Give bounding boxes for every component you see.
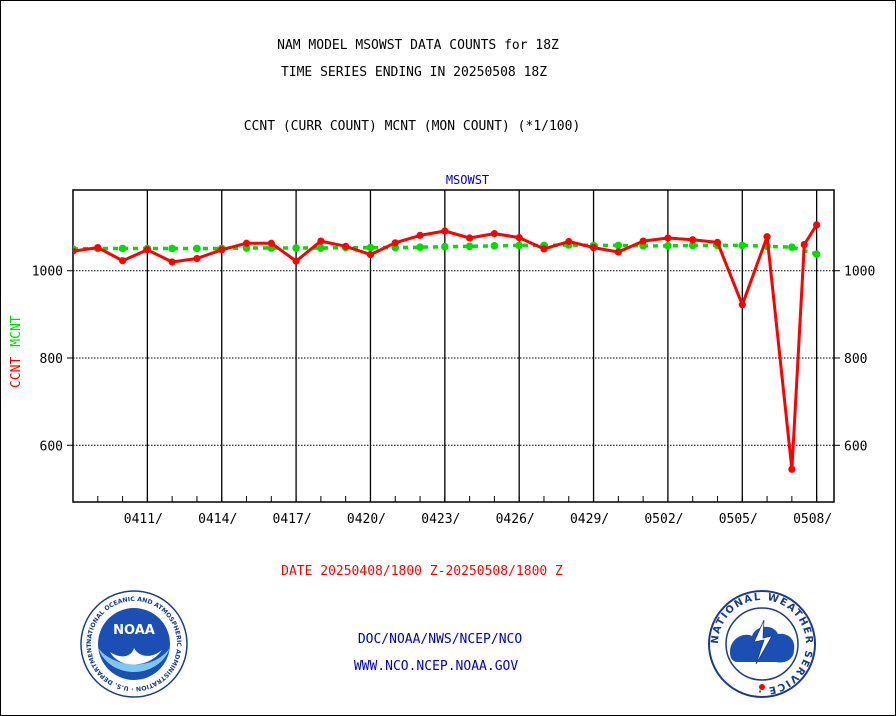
data-point-ccnt [292, 257, 300, 265]
chart-title-line2: TIME SERIES ENDING IN 20250508 18Z [280, 65, 548, 80]
data-point-mcnt [317, 244, 325, 252]
x-tick-label: 0426/ [496, 512, 535, 527]
data-point-mcnt [614, 241, 623, 250]
data-point-ccnt [689, 236, 697, 244]
series-line-ccnt [73, 224, 818, 471]
agency-link[interactable]: DOC/NOAA/NWS/NCEP/NCO [357, 632, 523, 647]
data-point-ccnt [589, 244, 598, 252]
data-point-mcnt [118, 244, 127, 253]
svg-text:NOAA: NOAA [113, 623, 155, 638]
data-point-ccnt [813, 221, 821, 229]
y-tick-label-right: 1000 [844, 265, 875, 280]
data-point-mcnt [193, 244, 201, 253]
data-point-mcnt [366, 243, 375, 252]
data-point-ccnt [73, 247, 77, 255]
date-range-label: DATE 20250408/1800 Z-20250508/1800 Z [281, 564, 563, 579]
data-point-ccnt [800, 240, 808, 249]
data-point-ccnt [738, 301, 746, 309]
data-point-mcnt [788, 243, 796, 251]
data-point-ccnt [391, 239, 399, 247]
data-point-mcnt [168, 244, 176, 253]
data-point-mcnt [664, 242, 672, 250]
data-point-ccnt [94, 244, 102, 252]
x-tick-label: 0502/ [644, 512, 683, 527]
y-tick-label-right: 600 [844, 439, 867, 454]
data-point-mcnt [441, 242, 449, 251]
data-point-ccnt [466, 234, 474, 242]
data-point-mcnt [515, 241, 523, 250]
y-axis-label: CCNT MCNT [9, 315, 24, 388]
data-point-ccnt [565, 237, 573, 246]
data-point-ccnt [515, 233, 523, 242]
x-tick-label: 0429/ [570, 512, 609, 527]
y-axis-label-ccnt: CCNT [9, 357, 24, 388]
data-point-ccnt [366, 250, 375, 259]
data-point-ccnt [788, 465, 796, 473]
data-point-mcnt [465, 242, 474, 251]
data-point-ccnt [416, 231, 424, 239]
data-point-mcnt [738, 241, 747, 250]
y-tick-label-left: 800 [40, 352, 63, 367]
data-point-mcnt [416, 243, 424, 251]
data-point-mcnt [812, 250, 821, 258]
y-axis-label-mcnt: MCNT [9, 315, 24, 346]
data-point-ccnt [267, 239, 275, 247]
data-point-ccnt [441, 227, 449, 235]
data-point-ccnt [763, 233, 771, 241]
x-tick-label: 0420/ [347, 512, 386, 527]
data-point-ccnt [118, 257, 127, 265]
y-tick-label-left: 1000 [32, 265, 63, 280]
x-tick-label: 0505/ [719, 512, 758, 527]
x-tick-label: 0411/ [124, 512, 163, 527]
y-tick-label-left: 600 [40, 439, 63, 454]
data-point-ccnt [317, 237, 325, 245]
data-point-mcnt [292, 244, 300, 252]
data-point-ccnt [614, 248, 622, 256]
data-point-ccnt [193, 254, 201, 263]
data-point-ccnt [218, 246, 226, 254]
chart-subtitle: CCNT (CURR COUNT) MCNT (MON COUNT) (*1/1… [243, 119, 581, 134]
x-tick-label: 0423/ [421, 512, 460, 527]
x-tick-label: 0414/ [198, 512, 237, 527]
data-point-ccnt [168, 258, 176, 266]
x-tick-label: 0417/ [273, 512, 312, 527]
chart-title-line1: NAM MODEL MSOWST DATA COUNTS for 18Z [277, 38, 559, 53]
data-point-ccnt [143, 246, 151, 254]
data-point-ccnt [664, 234, 672, 242]
data-point-ccnt [639, 237, 647, 245]
data-point-mcnt [490, 242, 499, 250]
chart-series-title: MSOWST [446, 173, 489, 187]
y-tick-label-right: 800 [844, 352, 867, 367]
data-point-ccnt [490, 230, 499, 238]
data-point-mcnt [688, 241, 697, 250]
nws-logo-icon: NATIONAL WEATHER SERVICE · [708, 590, 816, 698]
site-link[interactable]: WWW.NCO.NCEP.NOAA.GOV [353, 659, 519, 674]
data-point-ccnt [713, 238, 722, 246]
data-point-ccnt [342, 242, 350, 250]
data-point-ccnt [242, 239, 251, 247]
noaa-logo-icon: NATIONAL OCEANIC AND ATMOSPHERIC ADMINIS… [80, 590, 188, 698]
plot-area [72, 189, 835, 503]
data-point-ccnt [540, 245, 548, 253]
x-tick-label: 0508/ [793, 512, 832, 527]
